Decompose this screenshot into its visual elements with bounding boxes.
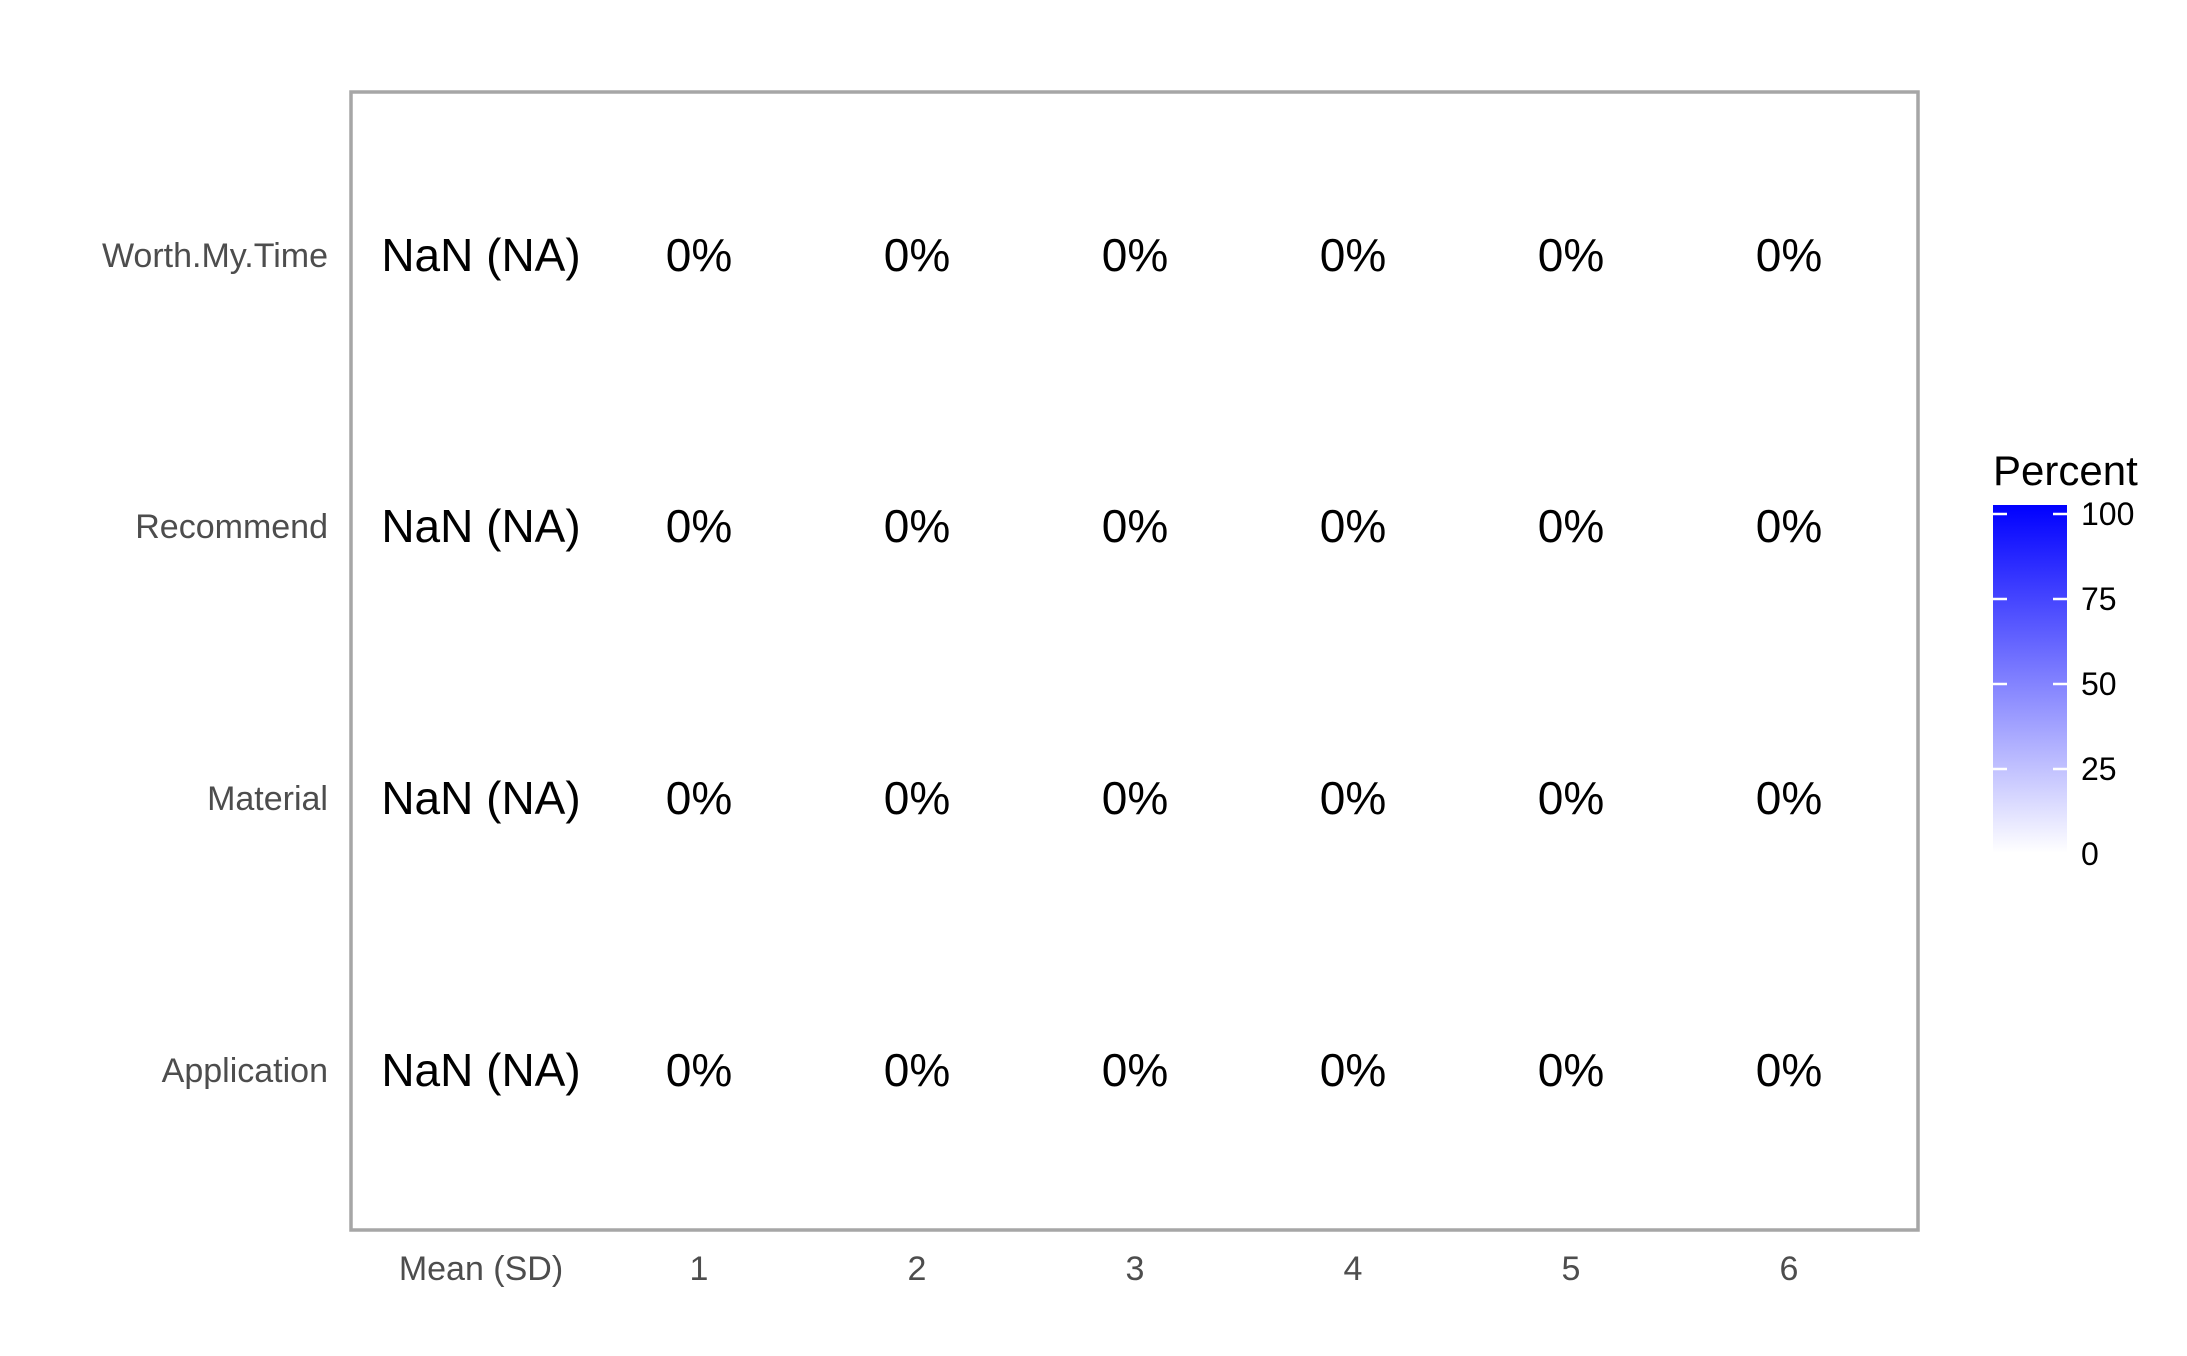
heatmap-cell	[1680, 934, 1898, 1206]
y-axis-ticks: Worth.My.Time Recommend Material Applicatio…	[102, 237, 328, 1090]
cell-percent-label: 0%	[1756, 1044, 1822, 1096]
heatmap-cells	[590, 119, 1898, 1206]
x-tick-label: 6	[1780, 1250, 1799, 1288]
heatmap-cell	[1462, 662, 1680, 934]
legend-title: Percent	[1993, 447, 2138, 494]
legend-tick-label: 50	[2081, 666, 2117, 702]
mean-sd-label: NaN (NA)	[381, 500, 580, 552]
heatmap-cell	[808, 390, 1026, 662]
x-axis-ticks: Mean (SD) 1 2 3 4 5 6	[399, 1250, 1799, 1288]
legend-tick-label: 75	[2081, 581, 2117, 617]
x-tick-label: 3	[1126, 1250, 1145, 1288]
cell-percent-label: 0%	[1102, 500, 1168, 552]
cell-percent-label: 0%	[1756, 229, 1822, 281]
heatmap-cell	[1244, 390, 1462, 662]
cell-percent-label: 0%	[1102, 229, 1168, 281]
cell-percent-label: 0%	[1756, 772, 1822, 824]
legend-colorbar	[1993, 505, 2067, 853]
heatmap-cell	[1026, 390, 1244, 662]
cell-percent-label: 0%	[1538, 772, 1604, 824]
x-tick-label: 1	[690, 1250, 709, 1288]
heatmap-cell	[590, 934, 808, 1206]
cell-percent-label: 0%	[1102, 1044, 1168, 1096]
cell-percent-label: 0%	[1320, 500, 1386, 552]
x-tick-label: 5	[1562, 1250, 1581, 1288]
y-tick-label: Recommend	[135, 508, 328, 546]
cell-percent-label: 0%	[666, 1044, 732, 1096]
cell-percent-label: 0%	[1320, 1044, 1386, 1096]
cell-percent-label: 0%	[884, 772, 950, 824]
heatmap-cell	[1680, 119, 1898, 391]
mean-sd-label: NaN (NA)	[381, 1044, 580, 1096]
legend-ticks: 0 25 50 75 100	[1993, 496, 2134, 872]
legend-tick-label: 25	[2081, 751, 2117, 787]
heatmap-cell	[1244, 662, 1462, 934]
heatmap-cell	[590, 390, 808, 662]
cell-percent-label: 0%	[1756, 500, 1822, 552]
cell-percent-label: 0%	[884, 500, 950, 552]
cell-percent-label: 0%	[1320, 229, 1386, 281]
legend-tick-label: 0	[2081, 836, 2099, 872]
color-legend: Percent 0 25 50 75 100	[1993, 447, 2138, 872]
cell-percent-label: 0%	[1320, 772, 1386, 824]
cell-percent-label: 0%	[884, 229, 950, 281]
legend-tick-label: 100	[2081, 496, 2134, 532]
y-tick-label: Worth.My.Time	[102, 237, 328, 275]
cell-percent-label: 0%	[884, 1044, 950, 1096]
heatmap-cell	[808, 662, 1026, 934]
cell-percent-label: 0%	[1538, 500, 1604, 552]
x-tick-label: 2	[908, 1250, 927, 1288]
heatmap-cell	[1026, 662, 1244, 934]
heatmap-cell	[1026, 119, 1244, 391]
heatmap-cell	[808, 119, 1026, 391]
heatmap-cell	[1462, 119, 1680, 391]
heatmap-cell	[1244, 934, 1462, 1206]
heatmap-cell	[1462, 390, 1680, 662]
cell-percent-label: 0%	[666, 772, 732, 824]
x-tick-label: 4	[1344, 1250, 1363, 1288]
heatmap-cell	[1680, 390, 1898, 662]
heatmap-cell	[1244, 119, 1462, 391]
mean-sd-label: NaN (NA)	[381, 772, 580, 824]
plot-panel-border	[349, 90, 1920, 1232]
heatmap-cell	[1462, 934, 1680, 1206]
cell-percent-label: 0%	[1102, 772, 1168, 824]
heatmap-cell	[590, 119, 808, 391]
heatmap-cell	[590, 662, 808, 934]
mean-sd-label: NaN (NA)	[381, 229, 580, 281]
cell-percent-label: 0%	[1538, 229, 1604, 281]
y-tick-label: Material	[207, 780, 328, 818]
cell-percent-label: 0%	[1538, 1044, 1604, 1096]
cell-percent-label: 0%	[666, 500, 732, 552]
heatmap-cell	[1680, 662, 1898, 934]
x-tick-label: Mean (SD)	[399, 1250, 563, 1288]
heatmap-cell	[1026, 934, 1244, 1206]
y-tick-label: Application	[162, 1052, 328, 1090]
heatmap-cell	[808, 934, 1026, 1206]
cell-labels: NaN (NA) 0% 0% 0% 0% 0% 0% NaN (NA) 0% 0% 0% 0% 0% 0%…	[381, 229, 1822, 1096]
cell-percent-label: 0%	[666, 229, 732, 281]
